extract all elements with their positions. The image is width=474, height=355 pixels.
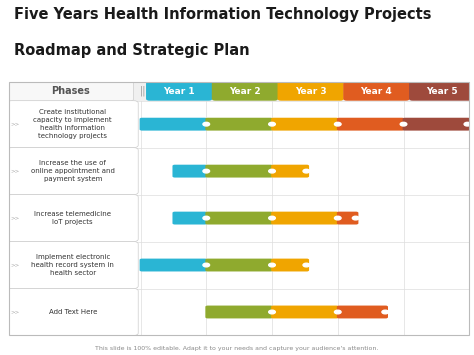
Text: >>: >>	[10, 263, 19, 268]
FancyBboxPatch shape	[343, 82, 410, 101]
Text: Year 4: Year 4	[361, 87, 392, 95]
Text: >>: >>	[10, 310, 19, 315]
FancyBboxPatch shape	[205, 118, 273, 131]
FancyBboxPatch shape	[271, 306, 339, 318]
Circle shape	[400, 122, 407, 126]
FancyBboxPatch shape	[7, 241, 138, 289]
Circle shape	[303, 169, 310, 173]
FancyBboxPatch shape	[271, 258, 309, 272]
Circle shape	[203, 169, 210, 173]
FancyBboxPatch shape	[337, 306, 388, 318]
FancyBboxPatch shape	[278, 82, 344, 101]
Circle shape	[352, 216, 359, 220]
FancyBboxPatch shape	[409, 82, 474, 101]
Circle shape	[269, 310, 275, 314]
FancyBboxPatch shape	[212, 82, 278, 101]
FancyBboxPatch shape	[402, 118, 470, 131]
FancyBboxPatch shape	[173, 165, 207, 178]
Text: Year 5: Year 5	[426, 87, 458, 95]
Text: Implement electronic
health record system in
health sector: Implement electronic health record syste…	[31, 254, 114, 276]
FancyBboxPatch shape	[146, 82, 212, 101]
Text: >>: >>	[10, 169, 19, 174]
FancyBboxPatch shape	[140, 118, 207, 131]
Circle shape	[203, 216, 210, 220]
Circle shape	[335, 310, 341, 314]
Text: Five Years Health Information Technology Projects: Five Years Health Information Technology…	[14, 7, 432, 22]
Text: Phases: Phases	[51, 86, 90, 96]
Circle shape	[335, 216, 341, 220]
Circle shape	[269, 169, 275, 173]
Circle shape	[382, 310, 389, 314]
Text: >>: >>	[10, 215, 19, 220]
FancyBboxPatch shape	[205, 306, 273, 318]
Circle shape	[335, 122, 341, 126]
FancyBboxPatch shape	[337, 212, 358, 224]
Text: Year 3: Year 3	[295, 87, 327, 95]
Circle shape	[203, 263, 210, 267]
Text: ||: ||	[139, 86, 146, 97]
FancyBboxPatch shape	[337, 118, 404, 131]
Circle shape	[464, 122, 471, 126]
FancyBboxPatch shape	[205, 258, 273, 272]
Text: Roadmap and Strategic Plan: Roadmap and Strategic Plan	[14, 43, 250, 58]
FancyBboxPatch shape	[7, 148, 138, 195]
Circle shape	[269, 263, 275, 267]
Text: Increase the use of
online appointment and
payment system: Increase the use of online appointment a…	[31, 160, 115, 182]
FancyBboxPatch shape	[7, 81, 134, 101]
FancyBboxPatch shape	[205, 165, 273, 178]
FancyBboxPatch shape	[9, 82, 469, 101]
Text: Year 1: Year 1	[164, 87, 195, 95]
FancyBboxPatch shape	[271, 212, 339, 224]
Text: Add Text Here: Add Text Here	[48, 309, 97, 315]
FancyBboxPatch shape	[173, 212, 207, 224]
FancyBboxPatch shape	[7, 289, 138, 335]
Circle shape	[269, 216, 275, 220]
Text: This slide is 100% editable. Adapt it to your needs and capture your audience's : This slide is 100% editable. Adapt it to…	[95, 346, 379, 351]
FancyBboxPatch shape	[7, 101, 138, 148]
Text: Increase telemedicine
IoT projects: Increase telemedicine IoT projects	[34, 211, 111, 225]
FancyBboxPatch shape	[7, 195, 138, 241]
Circle shape	[269, 122, 275, 126]
Text: Create institutional
capacity to implement
health information
technology project: Create institutional capacity to impleme…	[33, 109, 112, 139]
Text: >>: >>	[10, 122, 19, 127]
FancyBboxPatch shape	[271, 165, 309, 178]
FancyBboxPatch shape	[140, 258, 207, 272]
Circle shape	[303, 263, 310, 267]
Circle shape	[203, 122, 210, 126]
Text: Year 2: Year 2	[229, 87, 261, 95]
FancyBboxPatch shape	[271, 118, 339, 131]
FancyBboxPatch shape	[205, 212, 273, 224]
